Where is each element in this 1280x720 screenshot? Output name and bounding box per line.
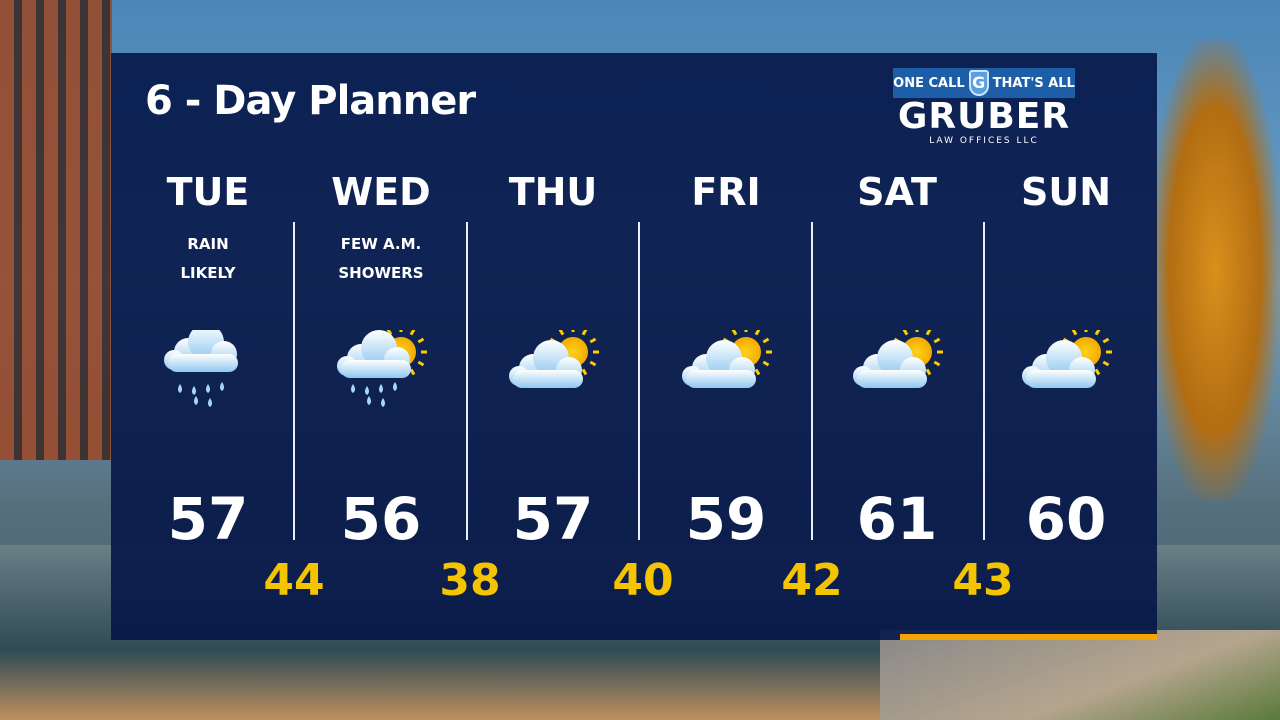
- cloud-icon: [1022, 340, 1096, 388]
- low-temp: 38: [439, 555, 501, 606]
- condition-line-1: RAIN: [187, 235, 229, 253]
- sponsor-banner: ONE CALL G THAT'S ALL: [893, 68, 1075, 98]
- high-temp: 59: [685, 485, 767, 553]
- high-temp: 57: [512, 485, 594, 553]
- raindrops-icon: [351, 382, 397, 407]
- condition-text: [640, 230, 812, 330]
- partly-sunny-icon: [811, 330, 983, 440]
- partly-sunny-icon: [467, 330, 639, 440]
- cloud-icon: [682, 340, 756, 388]
- column-divider: [638, 222, 640, 540]
- low-temp: 42: [781, 555, 843, 606]
- condition-line-2: SHOWERS: [338, 264, 424, 282]
- day-label: WED: [331, 170, 431, 214]
- column-divider: [293, 222, 295, 540]
- column-divider: [811, 222, 813, 540]
- sun-rain-cloud-icon: [295, 330, 467, 440]
- day-column-sun: SUN 60: [980, 170, 1152, 553]
- condition-text: [811, 230, 983, 330]
- partly-sunny-icon: [980, 330, 1152, 440]
- sponsor-logo: ONE CALL G THAT'S ALL GRUBER LAW OFFICES…: [893, 68, 1075, 146]
- high-temp: 61: [856, 485, 938, 553]
- condition-text: [467, 230, 639, 330]
- forecast-panel: [111, 53, 1157, 640]
- partly-sunny-icon: [640, 330, 812, 440]
- day-column-wed: WED FEW A.M. SHOWERS 56: [295, 170, 467, 553]
- condition-line-1: FEW A.M.: [340, 235, 422, 253]
- rain-cloud-icon: [122, 330, 294, 440]
- low-temp: 40: [612, 555, 674, 606]
- day-label: SUN: [1020, 170, 1112, 214]
- low-temp: 44: [263, 555, 325, 606]
- cloud-icon: [164, 330, 238, 372]
- cloud-icon: [509, 340, 583, 388]
- day-column-thu: THU 57: [467, 170, 639, 553]
- sponsor-tagline-right: THAT'S ALL: [992, 75, 1075, 91]
- accent-bar: [900, 634, 1157, 640]
- day-column-tue: TUE RAIN LIKELY 57: [122, 170, 294, 553]
- sponsor-name: GRUBER: [897, 96, 1071, 137]
- cloud-icon: [853, 340, 927, 388]
- page-title: 6 - Day Planner: [145, 78, 476, 124]
- day-label: THU: [508, 170, 598, 214]
- cloud-icon: [337, 330, 411, 378]
- condition-line-2: LIKELY: [180, 264, 236, 282]
- column-divider: [466, 222, 468, 540]
- day-column-fri: FRI 59: [640, 170, 812, 553]
- condition-text: RAIN LIKELY: [122, 230, 294, 330]
- background-walkway: [880, 630, 1280, 720]
- high-temp: 60: [1025, 485, 1107, 553]
- day-label: SAT: [857, 170, 937, 214]
- column-divider: [983, 222, 985, 540]
- shield-icon: G: [968, 70, 989, 96]
- day-label: TUE: [166, 170, 250, 214]
- high-temp: 57: [167, 485, 249, 553]
- day-label: FRI: [691, 170, 761, 214]
- raindrops-icon: [178, 382, 224, 407]
- sponsor-tagline-left: ONE CALL: [893, 75, 965, 91]
- day-column-sat: SAT 61: [811, 170, 983, 553]
- high-temp: 56: [340, 485, 422, 553]
- condition-text: FEW A.M. SHOWERS: [295, 230, 467, 330]
- low-temp: 43: [952, 555, 1014, 606]
- background-building: [0, 0, 112, 460]
- condition-text: [980, 230, 1152, 330]
- sponsor-subtitle: LAW OFFICES LLC: [929, 136, 1039, 146]
- background-tree: [1150, 40, 1280, 500]
